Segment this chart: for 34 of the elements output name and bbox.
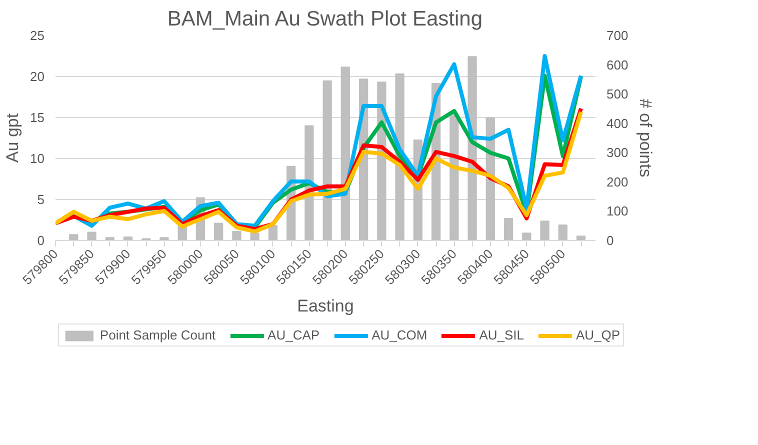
y2-tick-label: 300 bbox=[606, 145, 628, 160]
bar bbox=[322, 80, 332, 240]
bar bbox=[69, 234, 78, 240]
y-tick-label: 5 bbox=[37, 192, 45, 207]
bar bbox=[214, 222, 224, 240]
bar bbox=[558, 224, 568, 240]
y-tick-label: 15 bbox=[30, 110, 45, 125]
y2-tick-label: 200 bbox=[606, 174, 628, 190]
y2-axis-title: # of points bbox=[636, 98, 656, 178]
y-tick-label: 10 bbox=[30, 151, 45, 166]
y-tick-label: 25 bbox=[30, 28, 45, 43]
bar bbox=[87, 232, 96, 240]
legend-label: AU_QP bbox=[576, 328, 620, 342]
y-tick-label: 20 bbox=[30, 69, 45, 84]
chart-title: BAM_Main Au Swath Plot Easting bbox=[167, 8, 483, 30]
y2-tick-label: 600 bbox=[606, 57, 628, 72]
bar bbox=[232, 230, 242, 240]
y2-tick-label: 400 bbox=[606, 116, 628, 131]
bar bbox=[540, 220, 550, 240]
y2-tick-label: 0 bbox=[606, 233, 614, 248]
bar bbox=[522, 232, 532, 240]
legend-label: AU_SIL bbox=[479, 328, 524, 342]
y2-tick-label: 700 bbox=[606, 28, 628, 43]
bar bbox=[576, 236, 586, 240]
legend-label: AU_COM bbox=[372, 328, 428, 342]
y2-tick-label: 500 bbox=[606, 86, 628, 102]
y-axis-title: Au gpt bbox=[3, 113, 22, 163]
bar bbox=[504, 218, 514, 240]
x-axis-title: Easting bbox=[297, 296, 354, 316]
legend-label: Point Sample Count bbox=[100, 328, 216, 342]
bar bbox=[160, 237, 169, 240]
legend-label: AU_CAP bbox=[268, 328, 320, 342]
y2-tick-label: 100 bbox=[606, 204, 628, 219]
y-tick-label: 0 bbox=[37, 233, 45, 248]
